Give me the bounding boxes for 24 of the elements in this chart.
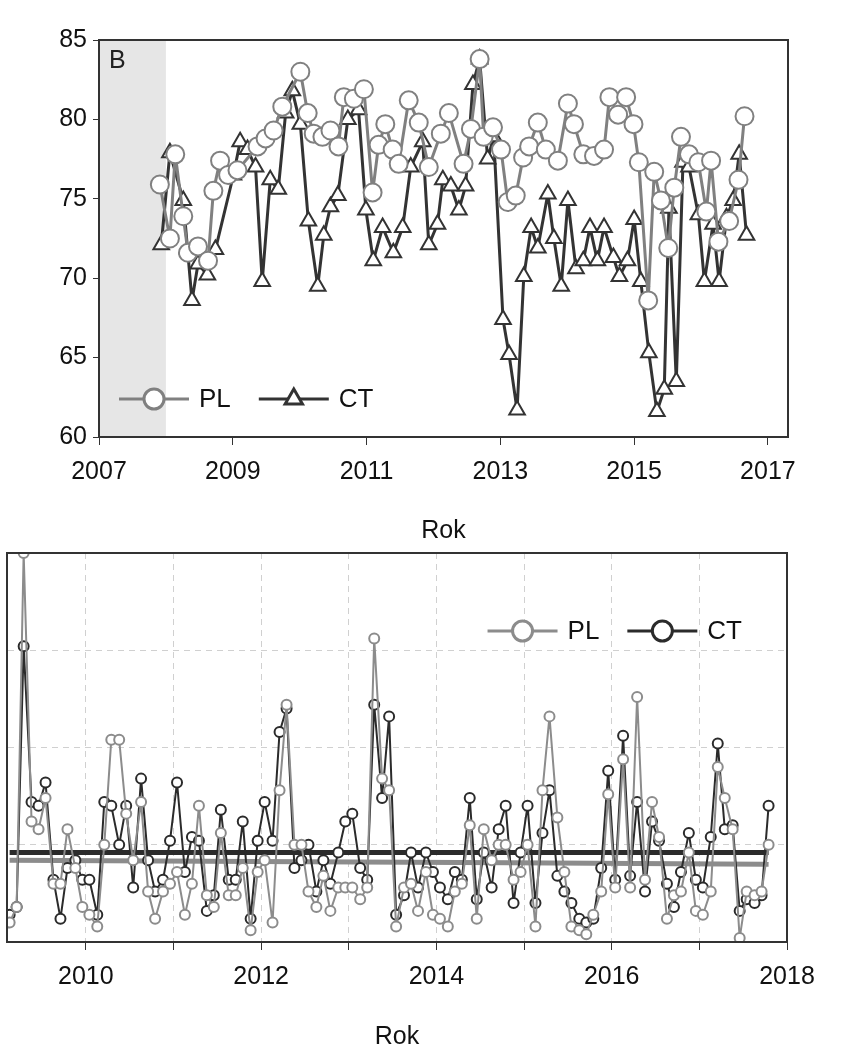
legend-label: PL bbox=[567, 615, 600, 646]
x-tick-label: 2014 bbox=[408, 960, 465, 989]
x-tick-label: 2013 bbox=[472, 455, 529, 484]
legend-label: PL bbox=[199, 383, 231, 414]
legend-label: CT bbox=[707, 615, 743, 646]
x-tick-label: 2015 bbox=[606, 455, 662, 484]
x-tick-label: 2007 bbox=[71, 455, 127, 484]
y-tick-label: 80 bbox=[59, 103, 87, 132]
x-tick-label: 2011 bbox=[339, 455, 394, 484]
x-tick-label: 2010 bbox=[58, 960, 114, 989]
x-tick-label: 2009 bbox=[204, 455, 261, 484]
legend-label: CT bbox=[338, 383, 374, 414]
y-tick-label: 65 bbox=[59, 341, 87, 370]
x-axis-title: Rok bbox=[374, 1020, 420, 1049]
x-tick-label: 2018 bbox=[759, 960, 815, 989]
y-tick-label: 85 bbox=[59, 23, 87, 52]
y-tick-label: 70 bbox=[59, 262, 87, 291]
annotation: B bbox=[109, 45, 126, 73]
y-tick-label: 75 bbox=[59, 182, 87, 211]
x-tick-label: 2012 bbox=[233, 960, 289, 989]
x-tick-label: 2017 bbox=[740, 455, 796, 484]
x-tick-label: 2016 bbox=[583, 960, 640, 989]
y-tick-label: 60 bbox=[59, 420, 87, 449]
x-axis-title: Rok bbox=[421, 514, 467, 543]
